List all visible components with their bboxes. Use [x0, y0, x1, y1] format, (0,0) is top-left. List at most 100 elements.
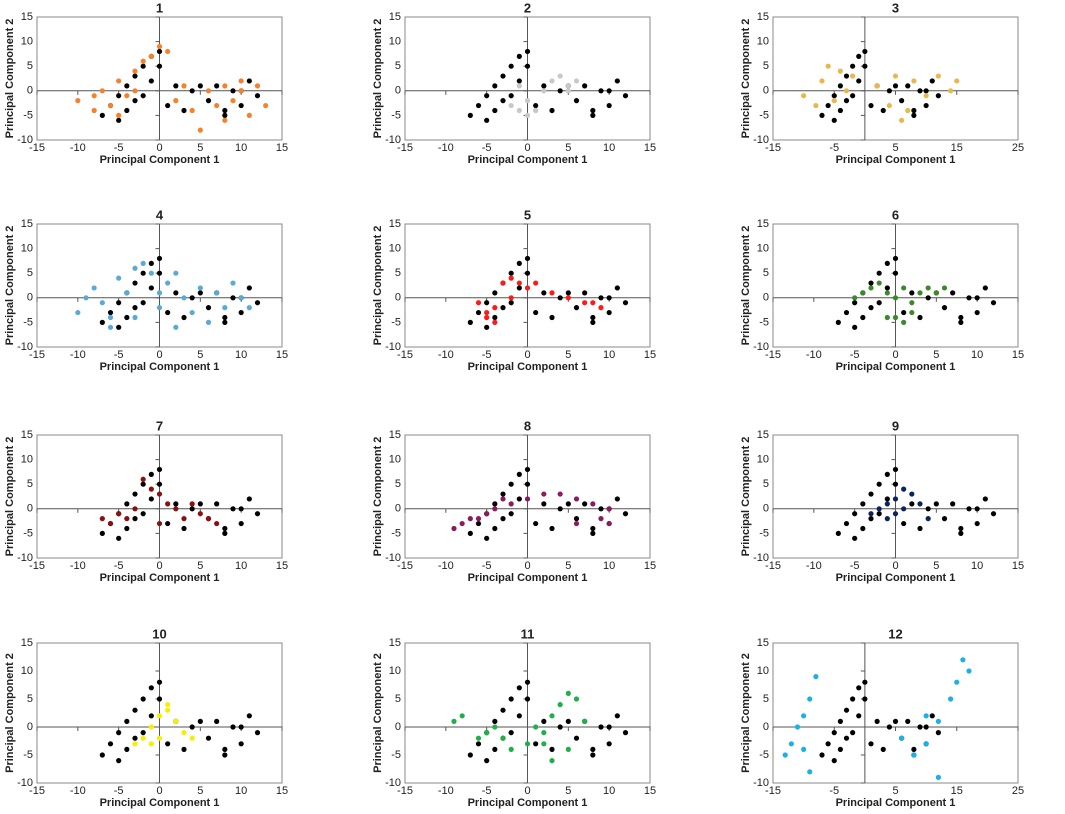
point [214, 520, 220, 527]
point [974, 309, 980, 316]
point [852, 535, 858, 541]
point [156, 481, 163, 487]
x-tick-label: -10 [438, 142, 454, 154]
point [892, 295, 899, 301]
point [590, 319, 596, 325]
point [835, 319, 841, 325]
point [451, 718, 457, 725]
x-tick-label: 15 [1012, 560, 1024, 572]
y-axis-label: Principal Component 2 [4, 653, 16, 773]
y-tick-label: 5 [27, 267, 33, 279]
point [254, 300, 261, 306]
x-tick-label: -15 [397, 785, 413, 797]
point [990, 300, 997, 306]
point [451, 525, 457, 532]
point [238, 295, 244, 301]
point [614, 713, 620, 719]
x-tick-label: -5 [482, 349, 492, 361]
point [850, 696, 856, 702]
point [508, 270, 514, 276]
point [884, 516, 890, 522]
x-tick-label: 5 [892, 142, 898, 154]
y-tick-label: 0 [763, 503, 769, 515]
point [205, 305, 212, 311]
point [819, 112, 825, 118]
y-tick-label: -5 [759, 316, 769, 328]
point [807, 769, 813, 775]
point [148, 486, 154, 492]
x-tick-label: 0 [156, 560, 162, 572]
point [622, 511, 629, 517]
y-tick-label: 15 [757, 429, 769, 441]
point [516, 685, 522, 691]
x-tick-label: -10 [70, 560, 86, 572]
point [132, 98, 138, 104]
point [958, 525, 964, 532]
point [140, 58, 146, 64]
x-tick-label: -10 [806, 349, 822, 361]
point [116, 93, 122, 99]
point [901, 506, 907, 512]
y-tick-label: 5 [27, 478, 33, 490]
point [140, 260, 146, 266]
point [148, 260, 154, 266]
x-axis-label: Principal Component 1 [468, 154, 588, 166]
y-tick-label: -10 [753, 341, 769, 353]
point [899, 98, 905, 104]
point [565, 690, 571, 697]
point [862, 696, 868, 702]
x-tick-label: 5 [933, 560, 939, 572]
y-tick-label: -5 [391, 109, 401, 121]
point [173, 501, 179, 507]
point [533, 741, 539, 747]
y-tick-label: 10 [389, 665, 401, 677]
point [156, 520, 163, 527]
point [484, 511, 490, 517]
y-tick-label: 15 [21, 11, 33, 23]
y-tick-label: 5 [395, 267, 401, 279]
x-tick-label: 5 [197, 142, 203, 154]
point [868, 511, 874, 517]
point [876, 511, 882, 517]
y-tick-label: 5 [763, 478, 769, 490]
point [582, 718, 588, 725]
point [801, 93, 807, 99]
point [492, 501, 498, 507]
point [901, 319, 907, 325]
point [909, 300, 915, 306]
chart-title: 4 [156, 207, 164, 222]
point [573, 735, 580, 741]
x-tick-label: 10 [235, 142, 247, 154]
point [254, 730, 261, 736]
y-tick-label: 0 [395, 292, 401, 304]
chart-title: 9 [892, 418, 899, 433]
point [91, 107, 97, 114]
x-tick-label: -10 [70, 349, 86, 361]
point [606, 741, 612, 747]
point [508, 275, 514, 281]
point [573, 520, 580, 527]
point [524, 255, 531, 262]
point [205, 735, 212, 741]
point [222, 319, 228, 325]
point [606, 309, 612, 316]
point [831, 93, 837, 99]
x-tick-label: -5 [114, 785, 124, 797]
point [124, 83, 130, 89]
chart-title: 3 [892, 0, 899, 15]
x-tick-label: 5 [565, 142, 571, 154]
point [801, 713, 807, 719]
y-tick-label: 10 [389, 243, 401, 255]
point [148, 741, 154, 747]
point [541, 501, 547, 507]
y-axis-label: Principal Component 2 [372, 437, 384, 557]
point [116, 117, 122, 123]
point [500, 73, 506, 79]
x-tick-label: 15 [276, 785, 288, 797]
y-tick-label: 10 [757, 243, 769, 255]
point [116, 758, 122, 764]
point [475, 741, 482, 747]
